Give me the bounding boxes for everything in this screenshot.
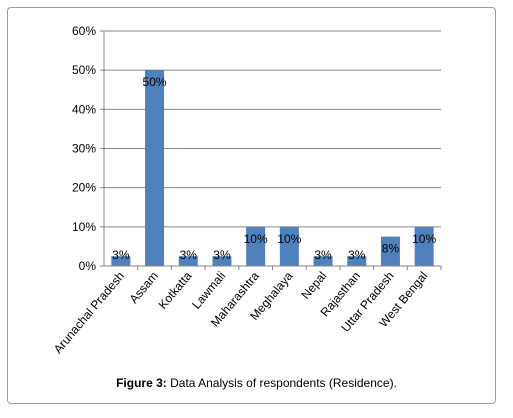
x-tick-label: Kotkatta [156,269,195,312]
y-tick-label: 10% [72,220,96,234]
data-label: 10% [244,232,268,246]
data-label: 3% [348,248,366,262]
bar [178,256,198,266]
bar [313,256,333,266]
x-axis: Arunachal Pradesh AssamKotkattaLawmaliMah… [51,265,442,356]
bar [212,256,232,266]
data-label: 50% [143,75,167,89]
y-tick-label: 30% [72,142,96,156]
data-labels: 3% 50% 3% 3% 10% 10% 3% 3% 8% 10% [112,75,436,262]
caption-label: Figure 3: [116,376,167,390]
data-label: 3% [180,248,198,262]
bar [145,70,165,267]
data-label: 3% [112,248,130,262]
y-tick-label: 40% [72,102,96,116]
y-tick-label: 20% [72,181,96,195]
y-tick-label: 50% [72,63,96,77]
data-label: 3% [213,248,231,262]
x-tick-label: Assam [127,269,161,306]
data-label: 10% [412,232,436,246]
bar [414,226,434,266]
bar [279,226,299,266]
data-label: 8% [382,242,400,256]
figure-frame [7,7,496,404]
bar [246,226,266,266]
y-tick-label: 0% [79,259,97,273]
y-tick-label: 60% [72,24,96,38]
bar [347,256,367,266]
y-axis: 0% 10% 20% 30% 40% 50% 60% [72,24,105,273]
data-label: 10% [277,232,301,246]
data-label: 3% [314,248,332,262]
x-tick-label: Nepal [298,269,329,302]
bar [111,256,131,266]
x-tick-label: Arunachal Pradesh [51,269,127,356]
caption-text: Data Analysis of respondents (Residence)… [170,376,397,390]
figure-caption: Figure 3: Data Analysis of respondents (… [0,376,513,390]
bar [380,236,400,266]
bars [111,70,434,267]
